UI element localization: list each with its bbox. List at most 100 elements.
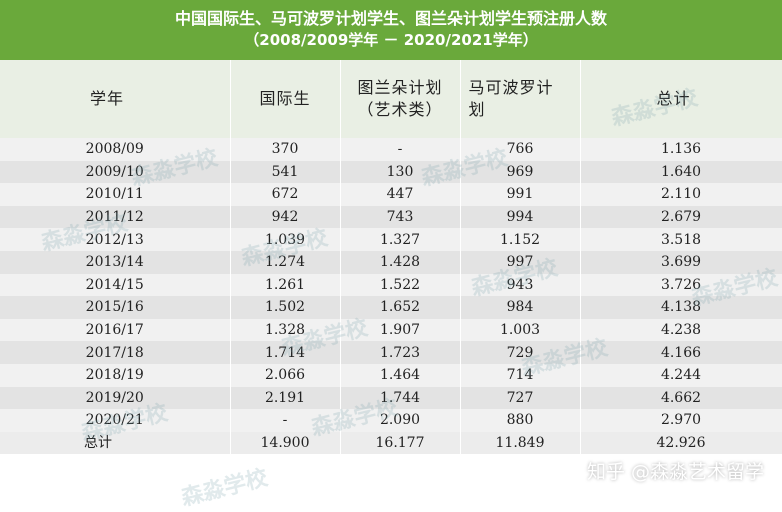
cell-marco: 1.003 [460, 318, 581, 342]
cell-total: 4.238 [580, 318, 782, 342]
cell-marco: 943 [460, 273, 581, 297]
table-row: 2015/16 1.502 1.652 984 4.138 [0, 296, 782, 319]
header-marco: 马可波罗计 划 [460, 60, 581, 138]
cell-total: 4.166 [580, 341, 782, 364]
cell-year: 2008/09 [0, 138, 231, 161]
cell-turandot: 1.464 [340, 363, 461, 387]
cell-year: 2009/10 [0, 160, 231, 184]
cell-intl: 942 [230, 205, 341, 229]
cell-total: 1.136 [580, 138, 782, 161]
cell-intl: - [230, 409, 341, 432]
cell-year: 2016/17 [0, 318, 231, 342]
table-row: 2016/17 1.328 1.907 1.003 4.238 [0, 318, 782, 342]
total-cell-turandot: 16.177 [340, 431, 461, 455]
cell-turandot: 743 [340, 205, 461, 229]
header-intl: 国际生 [230, 60, 341, 138]
cell-year: 2012/13 [0, 228, 231, 251]
title-line-2: （2008/2009学年 － 2020/2021学年） [244, 31, 538, 49]
cell-total: 3.518 [580, 228, 782, 251]
cell-turandot: 1.652 [340, 296, 461, 319]
cell-marco: 991 [460, 183, 581, 206]
cell-intl: 2.066 [230, 363, 341, 387]
table-row: 2012/13 1.039 1.327 1.152 3.518 [0, 228, 782, 251]
table-row: 2018/19 2.066 1.464 714 4.244 [0, 363, 782, 387]
watermark: 森淼学校 [178, 465, 271, 512]
cell-year: 2013/14 [0, 250, 231, 274]
table-row: 2011/12 942 743 994 2.679 [0, 205, 782, 229]
table-title: 中国国际生、马可波罗计划学生、图兰朵计划学生预注册人数 （2008/2009学年… [0, 0, 782, 60]
cell-intl: 541 [230, 160, 341, 184]
cell-year: 2010/11 [0, 183, 231, 206]
header-total: 总计 [580, 60, 782, 138]
cell-total: 2.679 [580, 205, 782, 229]
table-row: 2017/18 1.714 1.723 729 4.166 [0, 341, 782, 364]
header-turandot-line2: （艺术类） [357, 100, 443, 119]
enrollment-table: 学年 国际生 图兰朵计划 （艺术类） 马可波罗计 划 总计 2008/09 370… [0, 60, 782, 455]
table-row: 2010/11 672 447 991 2.110 [0, 183, 782, 206]
cell-turandot: 1.428 [340, 250, 461, 274]
cell-year: 2018/19 [0, 363, 231, 387]
title-line-1: 中国国际生、马可波罗计划学生、图兰朵计划学生预注册人数 [174, 9, 607, 28]
total-cell-marco: 11.849 [460, 431, 581, 455]
cell-marco: 766 [460, 138, 581, 161]
cell-year: 2017/18 [0, 341, 231, 364]
cell-marco: 997 [460, 250, 581, 274]
table-row: 2020/21-2.090 880 2.970 [0, 409, 782, 432]
cell-turandot: 130 [340, 160, 461, 184]
cell-total: 3.726 [580, 273, 782, 297]
total-cell-total: 42.926 [580, 431, 782, 455]
cell-turandot: 2.090 [340, 409, 461, 432]
cell-turandot: 1.907 [340, 318, 461, 342]
header-marco-line2: 划 [468, 100, 486, 119]
table-row: 2019/20 2.191 1.744 727 4.662 [0, 386, 782, 410]
cell-total: 2.970 [580, 409, 782, 432]
cell-marco: 714 [460, 363, 581, 387]
table-body: 2008/09 370-766 1.136 2009/10 541 130 969 1.640… [0, 138, 782, 455]
cell-intl: 672 [230, 183, 341, 206]
cell-marco: 969 [460, 160, 581, 184]
header-marco-line1: 马可波罗计 [468, 78, 554, 97]
cell-turandot: 1.744 [340, 386, 461, 410]
total-cell-intl: 14.900 [230, 431, 341, 455]
cell-intl: 1.274 [230, 250, 341, 274]
cell-total: 4.138 [580, 296, 782, 319]
cell-turandot: 1.327 [340, 228, 461, 251]
cell-total: 4.662 [580, 386, 782, 410]
cell-turandot: 1.723 [340, 341, 461, 364]
cell-total: 1.640 [580, 160, 782, 184]
cell-marco: 729 [460, 341, 581, 364]
total-cell-label: 总计 [0, 431, 231, 455]
cell-turandot: - [340, 138, 461, 161]
cell-marco: 727 [460, 386, 581, 410]
cell-intl: 1.328 [230, 318, 341, 342]
header-year: 学年 [0, 60, 231, 138]
header-turandot: 图兰朵计划 （艺术类） [340, 60, 461, 138]
cell-intl: 1.714 [230, 341, 341, 364]
cell-year: 2014/15 [0, 273, 231, 297]
credit-watermark: 知乎 @森淼艺术留学 [586, 461, 764, 483]
cell-turandot: 447 [340, 183, 461, 206]
cell-total: 3.699 [580, 250, 782, 274]
total-row: 总计 14.900 16.177 11.849 42.926 [0, 431, 782, 455]
cell-year: 2011/12 [0, 205, 231, 229]
cell-marco: 1.152 [460, 228, 581, 251]
cell-intl: 1.039 [230, 228, 341, 251]
cell-total: 2.110 [580, 183, 782, 206]
table-row: 2014/15 1.261 1.522 943 3.726 [0, 273, 782, 297]
header-turandot-line1: 图兰朵计划 [357, 78, 443, 97]
cell-year: 2020/21 [0, 409, 231, 432]
cell-marco: 880 [460, 409, 581, 432]
table-row: 2008/09 370-766 1.136 [0, 138, 782, 161]
table-row: 2013/14 1.274 1.428 997 3.699 [0, 250, 782, 274]
table-row: 2009/10 541 130 969 1.640 [0, 160, 782, 184]
cell-intl: 2.191 [230, 386, 341, 410]
cell-marco: 994 [460, 205, 581, 229]
cell-turandot: 1.522 [340, 273, 461, 297]
cell-year: 2019/20 [0, 386, 231, 410]
cell-intl: 1.261 [230, 273, 341, 297]
cell-intl: 1.502 [230, 296, 341, 319]
cell-intl: 370 [230, 138, 341, 161]
header-row: 学年 国际生 图兰朵计划 （艺术类） 马可波罗计 划 总计 [0, 60, 782, 138]
cell-marco: 984 [460, 296, 581, 319]
cell-year: 2015/16 [0, 296, 231, 319]
